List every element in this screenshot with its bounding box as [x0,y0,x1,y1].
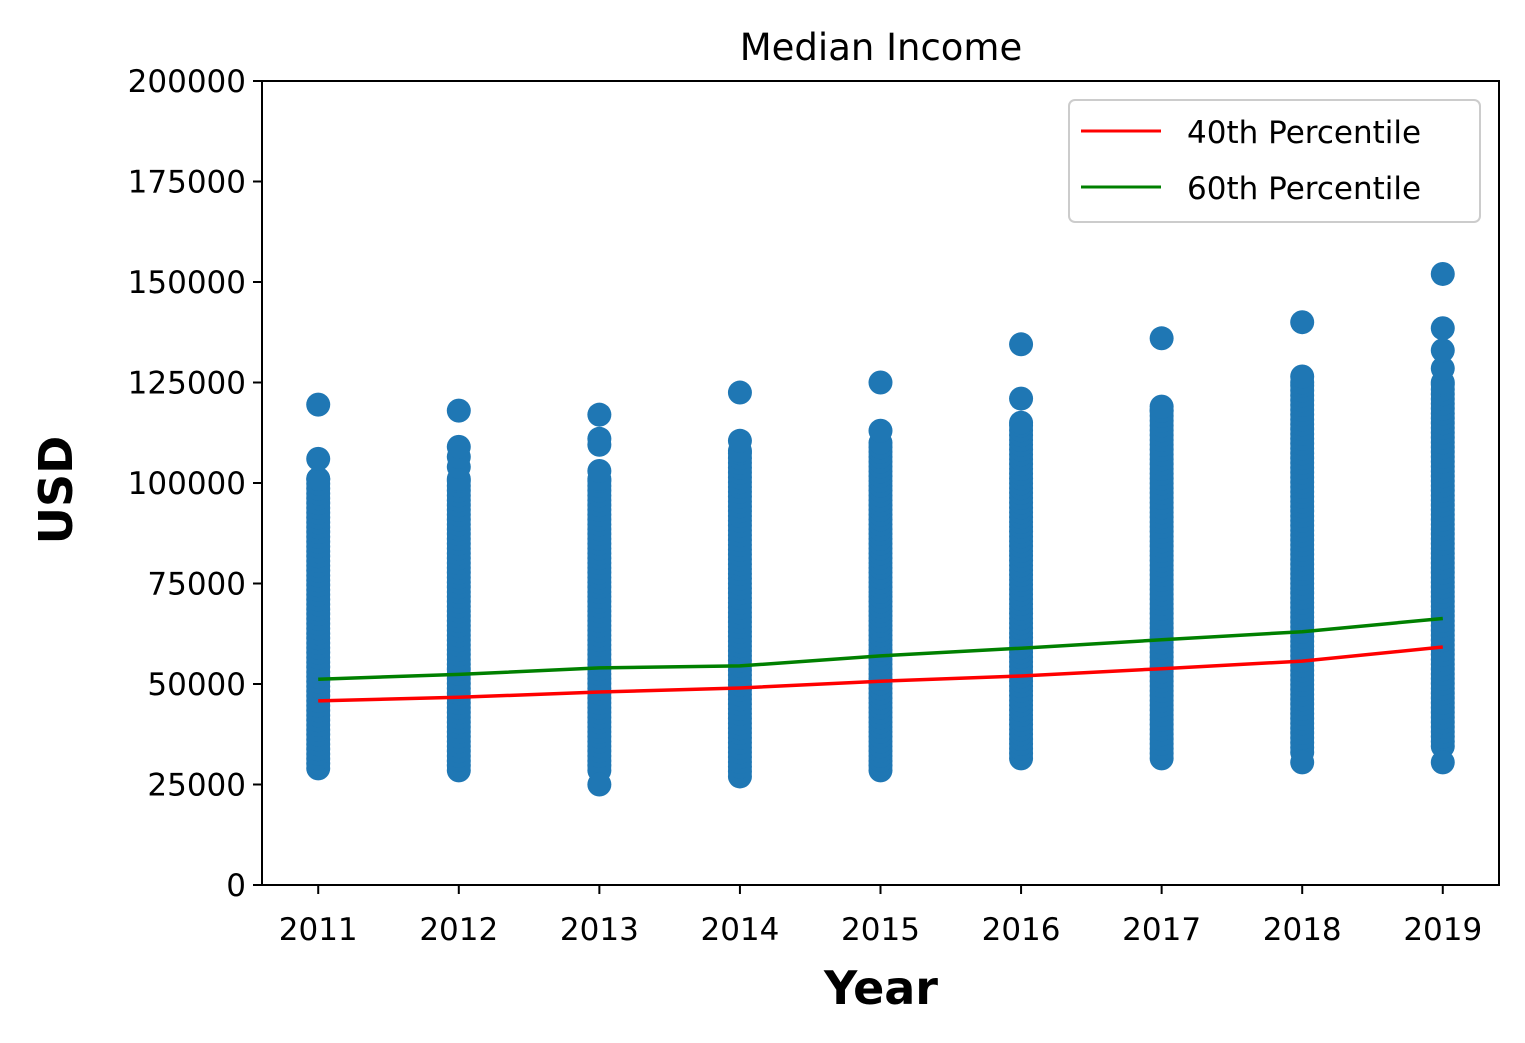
x-tick-label: 2019 [1403,912,1482,948]
y-tick-label: 175000 [128,165,246,201]
series-line-60th-percentile [318,616,1443,681]
scatter-point [587,458,612,483]
scatter-point [1009,332,1034,357]
scatter-point [1430,338,1455,363]
y-tick-label: 25000 [147,768,246,804]
scatter-point [1009,410,1034,435]
legend-box [1068,99,1481,223]
x-tick-label: 2012 [419,912,498,948]
scatter-point [727,428,752,453]
chart-title: Median Income [740,26,1023,69]
x-tick-label: 2014 [700,912,779,948]
y-tick-label: 50000 [147,667,246,703]
scatter-point [306,446,331,471]
scatter-point [446,434,471,459]
scatter-point [1149,326,1174,351]
y-tick-label: 200000 [128,64,246,100]
legend-label-40th-percentile: 40th Percentile [1187,115,1421,151]
scatter-point [1430,261,1455,286]
scatter-point [868,418,893,443]
scatter-point [1290,364,1315,389]
scatter-point [587,402,612,427]
y-tick-label: 150000 [128,265,246,301]
x-tick-label: 2018 [1263,912,1342,948]
scatter-point [446,398,471,423]
x-tick-label: 2013 [560,912,639,948]
y-tick-label: 0 [226,868,246,904]
y-tick-label: 100000 [128,466,246,502]
y-tick-label: 75000 [147,567,246,603]
series-line-40th-percentile [318,645,1443,703]
scatter-point [306,392,331,417]
scatter-point [1149,394,1174,419]
scatter-points [306,261,1455,797]
scatter-point [306,466,331,491]
y-axis-label: USD [29,436,83,545]
series-lines [318,616,1443,703]
scatter-point [1009,386,1034,411]
y-tick-label: 125000 [128,366,246,402]
scatter-point [587,772,612,797]
x-axis: 2011 2012 2013 2014 2015 2016 2017 2018 2019 [279,885,1482,948]
scatter-point [1430,316,1455,341]
scatter-point [1430,750,1455,775]
y-axis: 0 25000 50000 75000 100000 125000 150000 175000… [128,64,262,904]
legend: 40th Percentile 60th Percentile [1068,99,1481,223]
scatter-point [727,380,752,405]
scatter-point [1430,356,1455,381]
x-tick-label: 2015 [841,912,920,948]
scatter-point [587,426,612,451]
x-tick-label: 2011 [279,912,358,948]
legend-label-60th-percentile: 60th Percentile [1187,171,1421,207]
scatter-point [868,370,893,395]
scatter-point [1290,310,1315,335]
x-tick-label: 2017 [1122,912,1201,948]
scatter-point [1290,750,1315,775]
x-tick-label: 2016 [982,912,1061,948]
x-axis-label: Year [823,961,938,1015]
